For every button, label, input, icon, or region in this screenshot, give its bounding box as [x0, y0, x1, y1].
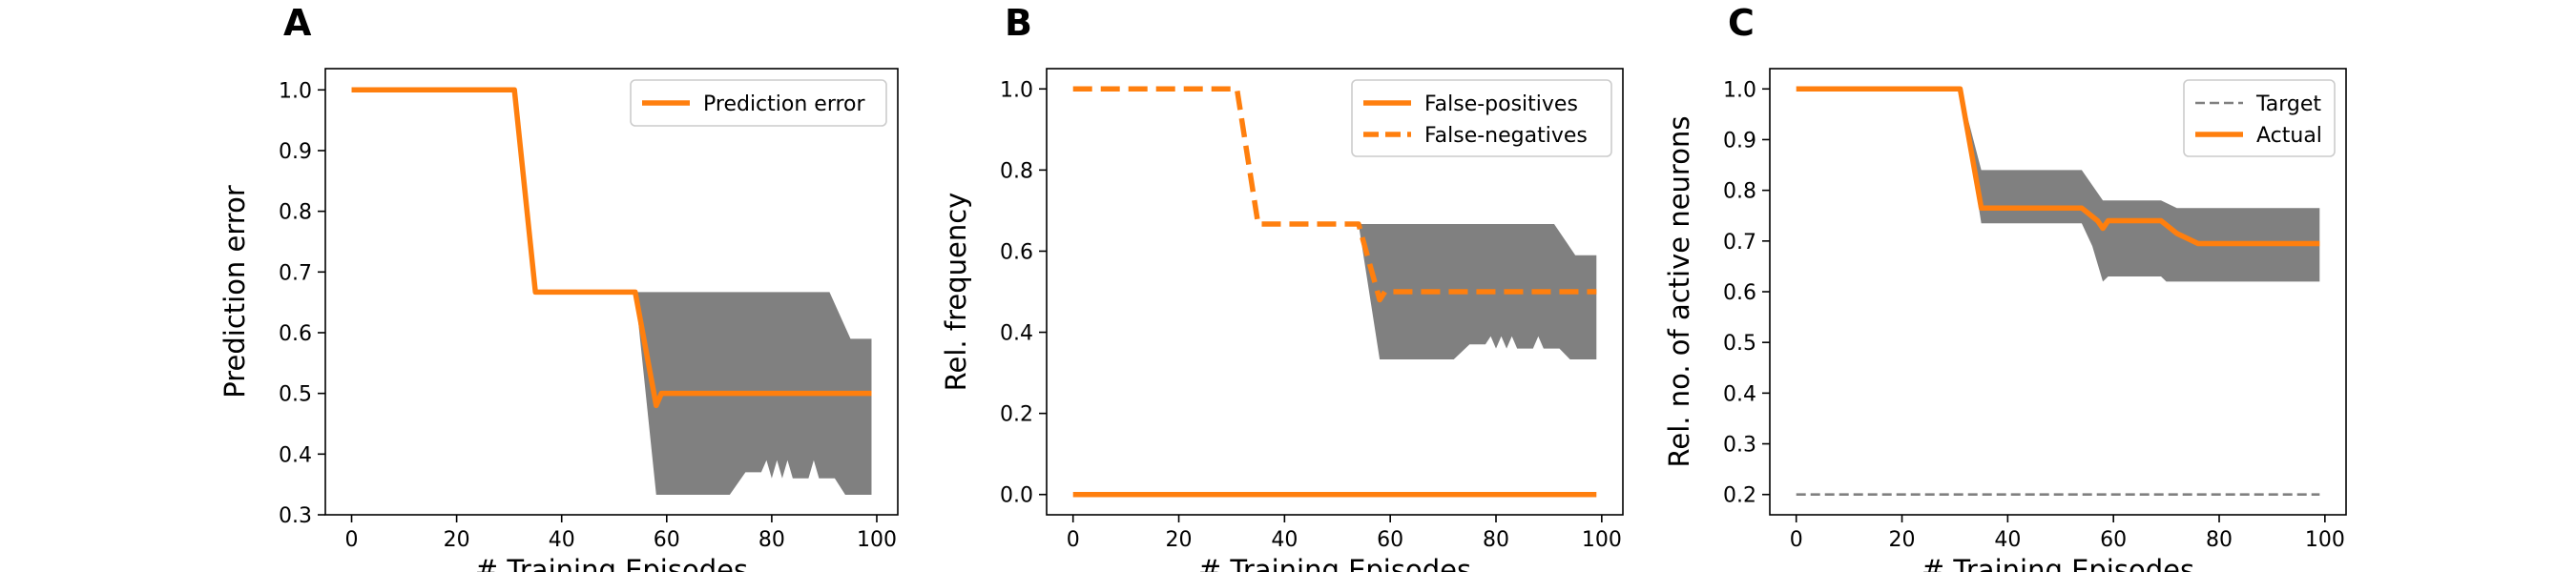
x-tick-label: 80	[2206, 528, 2233, 552]
x-tick-label: 80	[758, 528, 785, 552]
y-tick-label: 1.0	[279, 79, 312, 103]
y-tick-label: 0.8	[1000, 159, 1033, 183]
series-line-actual	[1796, 86, 2320, 247]
y-tick-label: 0.4	[279, 443, 312, 467]
panel-c: C 0 20 40 60 80 100 0.2 0.3 0.4 0.5 0.6 0.7 0.8 0.9 1.0…	[1663, 2, 2347, 572]
legend-box	[2183, 79, 2336, 157]
x-tick-label: 40	[1271, 528, 1298, 552]
series-line-prediction-error	[351, 87, 872, 409]
x-tick-label: 100	[1582, 528, 1622, 552]
x-tick-label: 0	[1067, 528, 1080, 552]
plot-area	[1796, 86, 2320, 497]
x-tick-label: 0	[1790, 528, 1803, 552]
panel-label: A	[283, 2, 312, 44]
plot-area	[1072, 86, 1597, 498]
y-tick-label: 1.0	[1723, 78, 1756, 102]
x-axis-label: # Training Episodes	[1198, 554, 1471, 572]
x-tick-label: 40	[1994, 528, 2021, 552]
legend-entry: False-positives	[1424, 92, 1578, 116]
x-tick-label: 100	[2305, 528, 2345, 552]
legend-box	[1351, 79, 1612, 157]
x-tick-label: 60	[2100, 528, 2127, 552]
panel-label: C	[1728, 2, 1755, 44]
axes-frame	[1046, 68, 1624, 516]
y-tick-label: 0.6	[1000, 240, 1033, 264]
x-axis-label: # Training Episodes	[1922, 554, 2194, 572]
y-axis-label: Prediction error	[218, 185, 251, 398]
legend: False-positives False-negatives	[1351, 79, 1612, 157]
x-tick-label: 20	[444, 528, 470, 552]
legend: Prediction error	[630, 79, 887, 127]
x-tick-label: 0	[345, 528, 359, 552]
x-axis-label: # Training Episodes	[475, 554, 748, 572]
y-tick-label: 0.9	[1723, 129, 1756, 153]
plot-area	[351, 87, 872, 495]
y-tick-label: 0.4	[1723, 382, 1756, 406]
y-axis-label: Rel. frequency	[940, 193, 972, 392]
x-tick-label: 40	[549, 528, 575, 552]
confidence-band	[1960, 89, 2320, 282]
legend-entry: Target	[2255, 92, 2321, 116]
y-tick-label: 0.3	[279, 504, 312, 528]
legend-box	[630, 79, 887, 127]
legend: Target Actual	[2183, 79, 2336, 157]
y-tick-label: 0.2	[1000, 403, 1033, 427]
x-tick-label: 80	[1483, 528, 1509, 552]
y-tick-label: 0.8	[1723, 180, 1756, 204]
y-tick-label: 0.2	[1723, 484, 1756, 508]
y-tick-label: 1.0	[1000, 78, 1033, 102]
series-line-false-negatives	[1072, 86, 1597, 303]
panel-label: B	[1005, 2, 1032, 44]
y-tick-label: 0.7	[1723, 231, 1756, 255]
x-tick-label: 20	[1889, 528, 1916, 552]
axes-frame	[324, 68, 899, 516]
legend-entry: False-negatives	[1424, 124, 1588, 148]
y-tick-label: 0.0	[1000, 484, 1033, 508]
panel-b: B 0 20 40 60 80 100 0.0 0.2 0.4 0.6 0.8 1.0 # Trainin…	[940, 2, 1624, 572]
y-tick-label: 0.5	[1723, 332, 1756, 356]
y-tick-label: 0.5	[279, 383, 312, 407]
x-tick-label: 100	[857, 528, 897, 552]
y-tick-label: 0.7	[279, 261, 312, 285]
y-tick-label: 0.6	[279, 322, 312, 346]
x-tick-label: 20	[1166, 528, 1193, 552]
panel-a: A 0 20 40 60 80 100 0.3 0.4 0.5 0.6 0.7 0.8 0.9 1.0 # T…	[218, 2, 899, 572]
y-tick-label: 0.9	[279, 140, 312, 164]
y-tick-label: 0.6	[1723, 281, 1756, 305]
x-tick-label: 60	[1377, 528, 1403, 552]
y-tick-label: 0.8	[279, 201, 312, 225]
y-tick-label: 0.4	[1000, 322, 1033, 346]
legend-entry: Prediction error	[703, 92, 865, 116]
legend-entry: Actual	[2256, 124, 2322, 148]
y-tick-label: 0.3	[1723, 434, 1756, 458]
x-tick-label: 60	[654, 528, 680, 552]
y-axis-label: Rel. no. of active neurons	[1663, 116, 1695, 468]
